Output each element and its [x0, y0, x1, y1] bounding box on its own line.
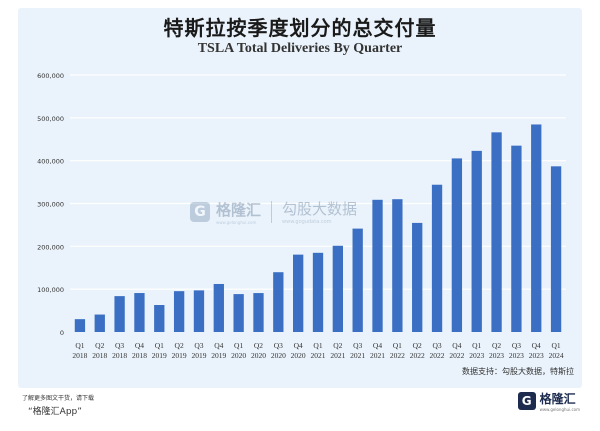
bar [431, 184, 443, 332]
y-tick-label: 0 [60, 329, 64, 337]
watermark-sub2: www.gogudata.com [282, 219, 332, 225]
x-tick-label-quarter: Q3 [353, 341, 362, 350]
x-tick-label-year: 2022 [449, 351, 464, 360]
x-tick-label-year: 2020 [251, 351, 266, 360]
x-tick-label-year: 2022 [430, 351, 445, 360]
bar [372, 199, 383, 332]
bar [312, 252, 324, 332]
x-tick-label-year: 2020 [271, 351, 286, 360]
x-tick-label-quarter: Q4 [135, 341, 144, 350]
bar [332, 245, 343, 332]
x-tick-label-year: 2019 [152, 351, 167, 360]
x-tick-label-year: 2020 [231, 351, 246, 360]
x-tick-label-quarter: Q4 [214, 341, 223, 350]
x-tick-label-quarter: Q3 [274, 341, 283, 350]
x-tick-label-year: 2018 [112, 351, 127, 360]
bar [392, 199, 403, 332]
x-tick-label-year: 2023 [469, 351, 484, 360]
brand-name: 格隆汇 [539, 392, 576, 406]
bar [451, 158, 463, 332]
x-tick-label-quarter: Q4 [373, 341, 382, 350]
footer-note: 了解更多图文干货，请下载 [22, 395, 95, 402]
x-tick-label-quarter: Q4 [294, 341, 303, 350]
x-tick-label-quarter: Q1 [551, 341, 560, 350]
watermark-name2: 勾股大数据 [282, 200, 358, 218]
y-tick-label: 100,000 [37, 286, 64, 294]
x-tick-label-year: 2022 [390, 351, 405, 360]
bar [173, 291, 185, 332]
x-tick-label-quarter: Q3 [115, 341, 124, 350]
y-tick-label: 200,000 [37, 243, 64, 251]
bar [531, 124, 542, 332]
brand-sub: www.gelonghui.com [539, 407, 580, 412]
x-tick-label-year: 2022 [410, 351, 425, 360]
bar [94, 314, 105, 332]
source-text: 数据支持：勾股大数据，特斯拉 [462, 367, 574, 376]
y-tick-label: 600,000 [37, 72, 64, 80]
bar [114, 296, 125, 332]
x-tick-label-quarter: Q1 [472, 341, 481, 350]
bar [233, 294, 244, 332]
x-tick-label-quarter: Q1 [234, 341, 243, 350]
bar [154, 305, 165, 332]
x-tick-label-year: 2018 [92, 351, 107, 360]
bar [213, 283, 224, 332]
bar [74, 319, 86, 332]
bar [471, 150, 482, 332]
x-tick-label-year: 2021 [370, 351, 385, 360]
x-tick-label-quarter: Q2 [333, 341, 342, 350]
x-tick-label-quarter: Q1 [75, 341, 84, 350]
watermark-divider [271, 200, 273, 223]
x-tick-label-year: 2021 [330, 351, 345, 360]
bar [293, 254, 304, 332]
y-tick-label: 500,000 [37, 115, 64, 123]
x-tick-label-year: 2023 [509, 351, 524, 360]
x-tick-label-quarter: Q2 [175, 341, 184, 350]
x-tick-label-year: 2021 [311, 351, 326, 360]
x-tick-label-year: 2024 [549, 351, 564, 360]
bar [134, 293, 145, 332]
x-tick-label-year: 2021 [350, 351, 365, 360]
x-tick-label-year: 2019 [172, 351, 187, 360]
y-tick-label: 300,000 [37, 201, 64, 209]
bar [550, 166, 562, 332]
x-tick-label-quarter: Q3 [194, 341, 203, 350]
bar [273, 272, 284, 332]
x-tick-label-quarter: Q2 [95, 341, 104, 350]
x-tick-label-year: 2018 [132, 351, 147, 360]
x-tick-label-quarter: Q4 [532, 341, 541, 350]
x-tick-label-quarter: Q3 [432, 341, 441, 350]
chart-subtitle: TSLA Total Deliveries By Quarter [197, 41, 403, 56]
bar [491, 132, 502, 332]
bar [352, 228, 363, 332]
x-tick-label-year: 2019 [191, 351, 206, 360]
watermark-name: 格隆汇 [216, 200, 262, 219]
x-tick-label-quarter: Q2 [413, 341, 422, 350]
watermark-sub: www.gelonghui.com [216, 219, 257, 225]
watermark-logo-icon: G [190, 201, 210, 222]
x-tick-label-year: 2023 [529, 351, 544, 360]
x-tick-label-quarter: Q1 [313, 341, 322, 350]
x-tick-label-quarter: Q3 [512, 341, 521, 350]
x-tick-label-quarter: Q4 [452, 341, 461, 350]
x-tick-label-quarter: Q2 [492, 341, 501, 350]
x-tick-label-year: 2020 [291, 351, 306, 360]
brand-logo: G 格隆汇 www.gelonghui.com [517, 390, 580, 412]
x-tick-label-quarter: Q1 [155, 341, 164, 350]
chart-title: 特斯拉按季度划分的总交付量 [163, 16, 437, 40]
bar [193, 290, 205, 332]
bar [511, 145, 522, 332]
x-tick-label-year: 2018 [72, 351, 87, 360]
x-tick-label-year: 2023 [489, 351, 504, 360]
watermark: G 格隆汇 www.gelonghui.com 勾股大数据 www.goguda… [190, 198, 357, 225]
footer-app-name: “格隆汇App” [28, 407, 82, 417]
brand-logo-icon: G [517, 392, 536, 410]
x-tick-label-year: 2019 [211, 351, 226, 360]
bar [253, 293, 264, 332]
x-tick-label-quarter: Q2 [254, 341, 263, 350]
bar [412, 222, 423, 332]
y-tick-label: 400,000 [37, 158, 64, 166]
x-tick-label-quarter: Q1 [393, 341, 402, 350]
